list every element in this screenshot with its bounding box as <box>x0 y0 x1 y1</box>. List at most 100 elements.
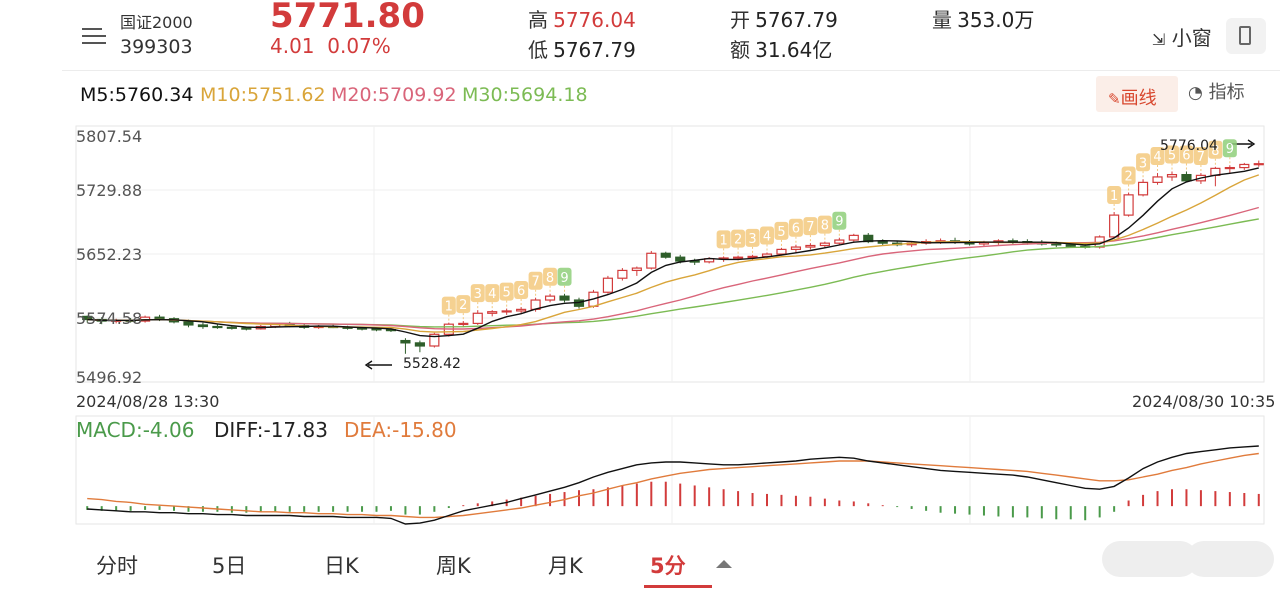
candle-body-42 <box>689 260 700 263</box>
low-arrow-icon <box>364 360 373 370</box>
candle-body-26 <box>458 322 469 326</box>
td-marker-2-1 <box>1121 166 1136 185</box>
tab-5min[interactable]: 5分 <box>650 554 686 578</box>
td-label-0-4: 5 <box>503 286 511 301</box>
td-marker-1-4 <box>774 221 789 240</box>
candle-body-73 <box>1137 181 1149 196</box>
td-marker-0-5 <box>514 281 529 300</box>
y-tick-2: 5652.23 <box>76 245 143 264</box>
last-price: 5771.80 <box>270 0 425 36</box>
indicator-label: 指标 <box>1208 82 1245 103</box>
open-label: 开 <box>730 8 750 32</box>
candle-body-52 <box>834 239 845 244</box>
small-window-button[interactable]: ⇲ 小窗 <box>1152 22 1212 51</box>
shrink-arrow-icon: ⇲ <box>1152 30 1166 49</box>
amount-quote: 额 31.64亿 <box>730 34 832 63</box>
active-tab-underline <box>644 585 712 588</box>
indicator-button[interactable]: ◔ 指标 <box>1188 78 1245 104</box>
candle-body-23 <box>414 342 425 347</box>
high-value: 5776.04 <box>553 8 636 32</box>
small-window-label: 小窗 <box>1171 26 1212 50</box>
dea-value: DEA:-15.80 <box>344 418 457 442</box>
stock-name: 国证2000 <box>120 13 193 32</box>
td-marker-1-2 <box>745 228 760 247</box>
candle-body-11 <box>241 327 252 330</box>
open-value: 5767.79 <box>755 8 838 32</box>
pencil-icon: ✎ <box>1108 90 1121 108</box>
diff-value: DIFF:-17.83 <box>214 418 328 442</box>
x-end-label: 2024/08/30 10:35 <box>1132 392 1276 411</box>
candle-body-28 <box>487 311 498 314</box>
ma20-label: M20:5709.92 <box>331 84 457 106</box>
candle-body-20 <box>371 328 382 331</box>
candle-body-33 <box>559 295 570 301</box>
td-label-1-2: 3 <box>748 232 756 247</box>
tab-monthly-k[interactable]: 月K <box>548 554 583 578</box>
td-label-1-7: 8 <box>821 219 829 234</box>
floating-button-right[interactable] <box>1186 541 1274 577</box>
td-marker-0-2 <box>470 284 485 303</box>
candle-body-81 <box>1253 163 1264 166</box>
caret-up-icon[interactable] <box>716 560 732 568</box>
td-label-0-1: 2 <box>459 298 467 313</box>
candle-body-71 <box>1109 214 1120 238</box>
high-arrow-icon <box>1247 139 1256 149</box>
open-quote: 开 5767.79 <box>730 4 838 33</box>
td-marker-1-1 <box>731 229 746 248</box>
candle-body-8 <box>197 324 209 328</box>
td-label-0-0: 1 <box>445 300 453 315</box>
td-marker-2-6 <box>1193 147 1208 166</box>
candle-body-45 <box>733 256 744 259</box>
y-tick-3: 5574.58 <box>76 309 143 328</box>
amount-label: 额 <box>730 38 750 62</box>
td-label-2-1: 2 <box>1124 170 1132 185</box>
td-marker-0-0 <box>441 296 456 315</box>
td-marker-2-7 <box>1208 140 1223 159</box>
td-marker-2-5 <box>1179 145 1194 164</box>
candle-body-49 <box>790 246 802 250</box>
change-value: 4.01 <box>270 34 315 58</box>
tab-5day[interactable]: 5日 <box>212 554 247 578</box>
ma30-line <box>87 218 1259 328</box>
candle-body-30 <box>516 308 527 312</box>
ma5-line <box>87 167 1259 338</box>
menu-icon[interactable] <box>78 20 110 52</box>
price-change: 4.01 0.07% <box>270 34 391 58</box>
td-label-2-2: 3 <box>1139 156 1147 171</box>
td-marker-1-0 <box>716 230 731 249</box>
tab-weekly-k[interactable]: 周K <box>436 554 471 578</box>
candle-body-24 <box>429 333 440 347</box>
y-tick-1: 5729.88 <box>76 181 143 200</box>
ma-lines-layer <box>87 139 1260 370</box>
draw-line-button[interactable]: ✎画线 <box>1096 76 1178 112</box>
floating-button-left[interactable] <box>1102 541 1198 577</box>
draw-line-label: 画线 <box>1120 88 1157 109</box>
low-value: 5767.79 <box>553 38 636 62</box>
td-label-2-6: 7 <box>1197 150 1205 165</box>
candle-body-75 <box>1166 173 1178 178</box>
tab-daily-k[interactable]: 日K <box>324 554 359 578</box>
candle-body-40 <box>660 252 671 258</box>
td-label-1-6: 7 <box>806 220 814 235</box>
td-label-1-8: 9 <box>835 215 843 230</box>
volume-value: 353.0万 <box>957 8 1035 32</box>
tab-intraday[interactable]: 分时 <box>96 554 138 578</box>
td-label-0-7: 8 <box>546 271 554 286</box>
candle-body-76 <box>1181 173 1192 182</box>
td-marker-1-8 <box>832 211 847 230</box>
ma30-label: M30:5694.18 <box>462 84 588 106</box>
td-marker-2-3 <box>1150 147 1165 166</box>
td-label-0-8: 9 <box>560 271 568 286</box>
candle-body-55 <box>877 240 888 244</box>
phone-icon[interactable] <box>1226 18 1266 54</box>
td-marker-2-0 <box>1107 185 1122 204</box>
td-marker-0-6 <box>528 271 543 290</box>
candle-body-27 <box>472 312 483 325</box>
td-marker-2-2 <box>1136 153 1151 172</box>
header-divider <box>62 70 1280 71</box>
td-label-0-2: 3 <box>474 287 482 302</box>
td-label-0-5: 6 <box>517 284 525 299</box>
diff-line <box>87 445 1259 525</box>
td-label-0-3: 4 <box>488 287 496 302</box>
